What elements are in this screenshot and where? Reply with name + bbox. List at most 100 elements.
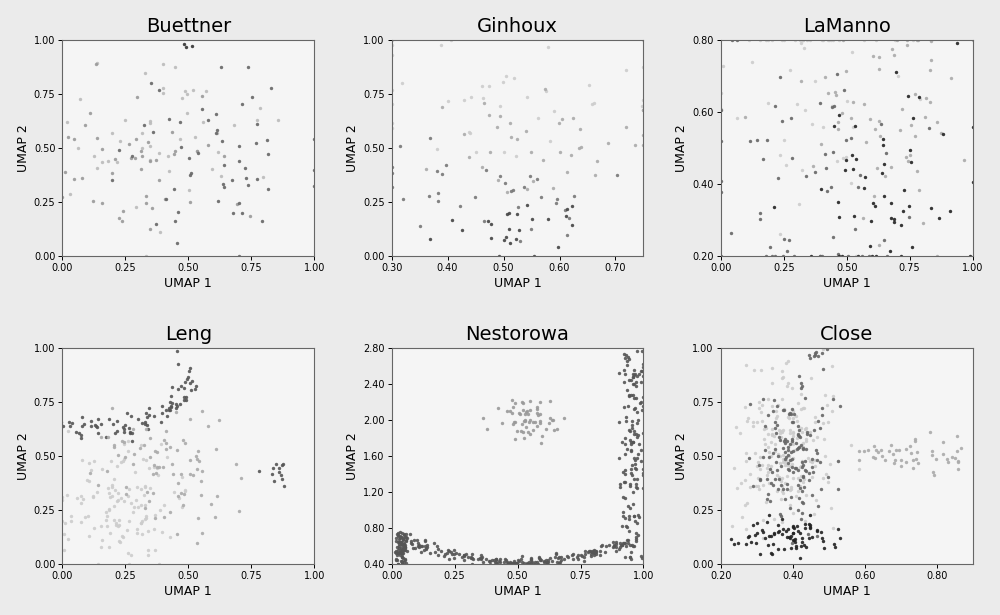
Point: [392, 141, 408, 151]
Point: [804, 533, 820, 542]
Point: [73, 491, 89, 501]
Point: [817, 390, 833, 400]
Point: [769, 486, 785, 496]
Point: [522, 396, 538, 406]
Point: [628, 479, 644, 489]
Point: [106, 515, 122, 525]
Point: [611, 368, 627, 378]
Point: [797, 424, 813, 434]
Point: [532, 397, 548, 407]
Point: [749, 528, 765, 538]
Point: [787, 464, 803, 474]
Point: [794, 456, 810, 466]
Point: [94, 198, 110, 208]
Point: [180, 373, 196, 383]
Point: [229, 199, 245, 209]
Point: [835, 35, 851, 45]
Point: [463, 554, 479, 563]
Point: [794, 462, 810, 472]
Point: [879, 251, 895, 261]
Point: [56, 545, 72, 555]
Point: [513, 554, 529, 564]
Point: [417, 536, 433, 546]
Point: [127, 153, 143, 163]
Point: [792, 35, 808, 45]
Point: [522, 429, 538, 439]
Point: [559, 167, 575, 177]
Point: [514, 419, 530, 429]
Point: [551, 118, 567, 128]
Point: [397, 545, 413, 555]
Point: [394, 528, 410, 538]
Point: [626, 379, 642, 389]
X-axis label: UMAP 1: UMAP 1: [494, 277, 541, 290]
Point: [188, 381, 204, 391]
Point: [231, 506, 247, 516]
Point: [60, 534, 76, 544]
Point: [804, 462, 820, 472]
Point: [98, 507, 114, 517]
Point: [767, 423, 783, 433]
Point: [788, 544, 804, 554]
Point: [819, 400, 835, 410]
Point: [470, 554, 486, 564]
Point: [226, 120, 242, 130]
Point: [622, 435, 638, 445]
Point: [464, 559, 480, 569]
Point: [830, 124, 846, 133]
Point: [458, 549, 474, 559]
Point: [782, 408, 798, 418]
Point: [163, 401, 179, 411]
Point: [514, 557, 530, 566]
Point: [802, 427, 818, 437]
Point: [233, 473, 249, 483]
Point: [950, 456, 966, 466]
Point: [844, 150, 860, 160]
Point: [809, 525, 825, 535]
Point: [74, 173, 90, 183]
Point: [624, 460, 640, 470]
Point: [123, 153, 139, 163]
Point: [489, 122, 505, 132]
Point: [888, 66, 904, 76]
Point: [798, 171, 814, 181]
Point: [741, 35, 757, 45]
Point: [132, 443, 148, 453]
Point: [611, 544, 627, 554]
Point: [633, 367, 649, 376]
Point: [763, 531, 779, 541]
Point: [525, 425, 541, 435]
Point: [786, 410, 802, 419]
Point: [529, 421, 545, 430]
Point: [124, 428, 140, 438]
Point: [781, 465, 797, 475]
Point: [825, 35, 841, 45]
Point: [530, 559, 546, 569]
Point: [254, 216, 270, 226]
Point: [397, 542, 413, 552]
Point: [394, 552, 410, 562]
Point: [759, 462, 775, 472]
Point: [626, 365, 642, 375]
Point: [475, 93, 491, 103]
Point: [36, 408, 52, 418]
Point: [808, 496, 824, 506]
Point: [831, 212, 847, 222]
Point: [211, 416, 227, 426]
Point: [208, 109, 224, 119]
Point: [390, 546, 406, 555]
Point: [159, 411, 175, 421]
Point: [769, 465, 785, 475]
Point: [550, 242, 566, 252]
Point: [893, 220, 909, 230]
Point: [526, 251, 542, 261]
Point: [104, 491, 120, 501]
Point: [396, 530, 412, 540]
Point: [119, 525, 135, 535]
Point: [628, 378, 644, 387]
Point: [483, 219, 499, 229]
Point: [522, 415, 538, 425]
Point: [857, 172, 873, 182]
Point: [430, 550, 446, 560]
Point: [100, 432, 116, 442]
